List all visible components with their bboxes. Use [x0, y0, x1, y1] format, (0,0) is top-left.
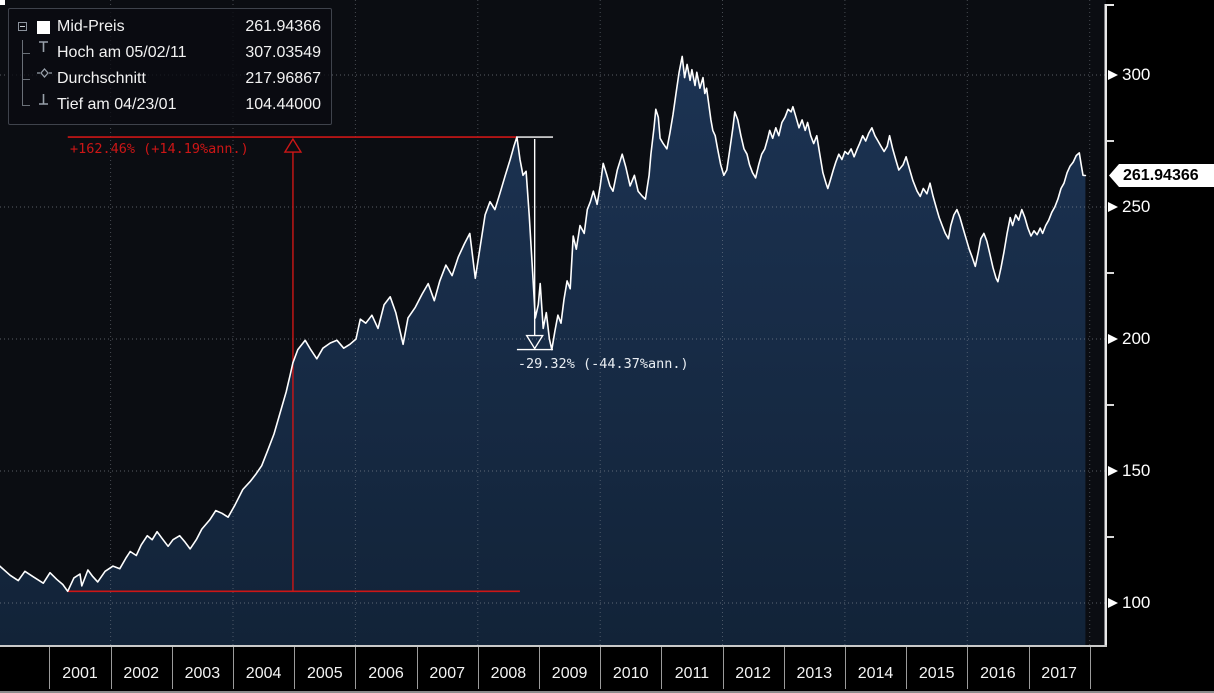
legend-row-tief[interactable]: Tief am 04/23/01 104.44000 [17, 92, 321, 118]
x-axis-tick-2014 [844, 647, 846, 689]
legend-tree-branch [17, 40, 37, 66]
y-axis-top-tick [1105, 4, 1114, 6]
series-swatch-icon [37, 20, 50, 34]
legend-label: Mid-Preis [57, 18, 125, 35]
legend-value: 104.44000 [245, 96, 321, 113]
x-axis-label-2009: 2009 [551, 665, 588, 682]
y-axis-label-150: 150 [1122, 461, 1151, 480]
price-chart-plot-area[interactable]: +162.46% (+14.19%ann.) -29.32% (-44.37%a… [0, 0, 1107, 645]
price-area-fill [0, 56, 1086, 645]
x-axis-tick-2001 [49, 647, 51, 689]
x-axis-tick-2011 [661, 647, 663, 689]
average-marker-icon [37, 68, 52, 78]
price-line-series [0, 55, 1087, 593]
window-corner-mark [0, 0, 5, 5]
window-bottom-border [0, 691, 1214, 693]
x-axis[interactable]: 2001 2002 2003 2004 2005 2006 2007 2008 2009 2010… [0, 645, 1107, 693]
x-axis-tick-2017 [1028, 647, 1030, 689]
x-axis-label-2004: 2004 [245, 665, 282, 682]
x-axis-tick-2005 [294, 647, 296, 689]
x-axis-label-2002: 2002 [123, 665, 159, 682]
x-axis-label-2016: 2016 [980, 665, 1016, 682]
x-axis-label-2014: 2014 [857, 665, 894, 682]
x-axis-tick-2003 [171, 647, 173, 689]
x-axis-tick-2015 [906, 647, 908, 689]
y-axis[interactable]: 300 250 200 150 100 261.94366 [1107, 0, 1214, 693]
y-axis-minor-tick [1107, 271, 1114, 274]
x-axis-label-2013: 2013 [796, 665, 833, 682]
x-axis-tick-2010 [600, 647, 602, 689]
legend-label: Durchschnitt [57, 70, 146, 87]
legend-tree-branch [17, 92, 37, 118]
y-axis-label-300: 300 [1122, 64, 1151, 84]
x-axis-tick-2006 [355, 647, 357, 689]
x-axis-tick-2016 [967, 647, 969, 689]
x-axis-tick-2009 [539, 647, 540, 689]
legend-value: 261.94366 [245, 18, 321, 35]
y-axis-label-100: 100 [1122, 593, 1151, 613]
legend-value: 307.03549 [245, 44, 321, 61]
x-axis-tick-2018 [1089, 647, 1091, 689]
x-axis-label-2011: 2011 [674, 665, 710, 682]
x-axis-tick-2004 [233, 647, 234, 689]
last-price-tag: 261.94366 [1109, 163, 1214, 187]
y-axis-tick-arrow-icon [1108, 598, 1118, 609]
x-axis-spine [0, 645, 1107, 647]
x-axis-label-2008: 2008 [490, 665, 527, 682]
x-axis-label-2010: 2010 [612, 665, 649, 682]
y-axis-spine [1105, 4, 1107, 645]
y-axis-label-250: 250 [1122, 196, 1151, 216]
legend-row-mid-preis[interactable]: Mid-Preis 261.94366 [17, 14, 321, 40]
legend-tree-branch [17, 66, 37, 92]
x-axis-label-2006: 2006 [368, 665, 404, 682]
x-axis-label-2005: 2005 [307, 665, 343, 682]
x-axis-label-2017: 2017 [1041, 665, 1077, 682]
legend-label: Hoch am 05/02/11 [57, 44, 187, 61]
x-axis-label-2015: 2015 [918, 665, 955, 682]
legend-value: 217.96867 [245, 70, 321, 87]
y-axis-minor-tick [1107, 404, 1114, 406]
x-axis-tick-2008 [477, 647, 479, 689]
drawdown-down-arrow-icon [525, 334, 544, 350]
y-axis-tick-arrow-icon [1108, 69, 1118, 80]
chart-legend[interactable]: Mid-Preis 261.94366 Hoch am 05/02/11 307.03… [8, 8, 332, 125]
x-axis-tick-2012 [722, 647, 724, 689]
legend-row-durchschnitt[interactable]: Durchschnitt 217.96867 [17, 66, 321, 92]
gain-up-arrow-icon [283, 137, 303, 153]
y-axis-label-200: 200 [1122, 329, 1151, 348]
y-axis-tick-arrow-icon [1108, 201, 1118, 212]
gain-annotation-label[interactable]: +162.46% (+14.19%ann.) [70, 141, 249, 158]
legend-row-hoch[interactable]: Hoch am 05/02/11 307.03549 [17, 40, 321, 66]
y-axis-minor-tick [1107, 536, 1114, 539]
price-chart-canvas[interactable] [0, 0, 1107, 645]
high-marker-icon [39, 41, 48, 52]
low-marker-icon [39, 94, 48, 105]
x-axis-label-2003: 2003 [184, 665, 221, 682]
x-axis-tick-2013 [783, 647, 785, 689]
x-axis-label-2012: 2012 [735, 665, 771, 682]
x-axis-label-2007: 2007 [429, 665, 465, 682]
y-axis-tick-arrow-icon [1108, 334, 1118, 344]
y-axis-minor-tick [1107, 139, 1114, 142]
drawdown-annotation-label[interactable]: -29.32% (-44.37%ann.) [517, 355, 689, 372]
y-axis-tick-arrow-icon [1108, 466, 1118, 476]
x-axis-tick-2007 [416, 647, 418, 689]
legend-expander-icon[interactable] [17, 14, 37, 40]
x-axis-tick-2002 [110, 647, 112, 689]
x-axis-label-2001: 2001 [62, 665, 98, 682]
legend-label: Tief am 04/23/01 [57, 96, 177, 113]
